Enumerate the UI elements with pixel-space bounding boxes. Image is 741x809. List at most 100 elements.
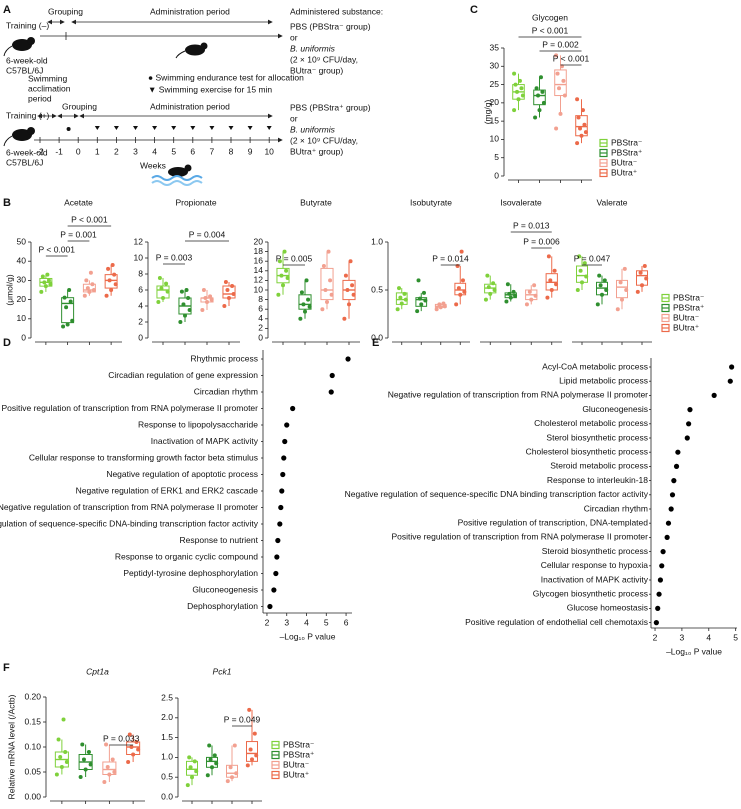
dot <box>668 506 674 512</box>
week-label: 3 <box>133 146 138 156</box>
week-label: 6 <box>190 146 195 156</box>
x-tick-label: 4 <box>304 617 309 627</box>
data-point <box>419 302 424 307</box>
data-point <box>45 272 50 277</box>
data-point <box>80 742 85 747</box>
data-point <box>582 122 587 127</box>
data-point <box>277 259 282 264</box>
data-point <box>402 291 407 296</box>
data-point <box>533 115 538 120</box>
y-tick-label: 35 <box>490 42 500 52</box>
data-point <box>250 757 254 762</box>
data-point <box>234 771 239 776</box>
data-point <box>105 765 110 769</box>
data-point <box>303 309 307 314</box>
data-point <box>512 108 517 113</box>
legend-label: BUtra⁺ <box>611 167 638 177</box>
category-label: Positive regulation of transcription, DN… <box>458 517 649 527</box>
data-point <box>347 302 351 307</box>
y-tick-label: 4 <box>258 313 263 323</box>
group-label: Training (+) <box>6 110 50 120</box>
dot <box>284 422 290 428</box>
y-tick-label: 0.10 <box>24 741 41 751</box>
dot <box>653 620 659 626</box>
strain: C57BL/6J <box>6 157 43 167</box>
data-point <box>161 296 165 300</box>
week-label: 2 <box>114 146 119 156</box>
data-point <box>524 302 529 307</box>
data-point <box>232 743 237 748</box>
data-point <box>282 249 287 254</box>
data-point <box>554 53 559 58</box>
category-label: Positive regulation of endothelial cell … <box>465 617 648 627</box>
y-tick-label: 10 <box>490 134 500 144</box>
exercise-marker <box>247 126 253 130</box>
y-tick-label: 2 <box>138 316 143 326</box>
substance: or <box>290 113 298 123</box>
data-point <box>61 717 66 722</box>
data-point <box>508 295 513 300</box>
y-tick-label: 0.15 <box>24 716 41 726</box>
legend-text: ● Swimming endurance test for allocation <box>148 72 304 82</box>
y-tick-label: 14 <box>254 265 264 275</box>
data-point <box>516 97 521 102</box>
y-tick-label: 6 <box>138 284 143 294</box>
data-point <box>595 302 600 307</box>
data-point <box>46 278 51 283</box>
dot <box>278 504 284 511</box>
data-point <box>579 133 584 138</box>
y-tick-label: 0 <box>138 332 143 342</box>
category-label: Negative regulation of transcription fro… <box>0 502 258 512</box>
data-point <box>511 289 516 294</box>
p-value: P < 0.001 <box>532 25 569 35</box>
data-point <box>48 282 53 287</box>
data-point <box>87 289 92 294</box>
category-label: Negative regulation of sequence-specific… <box>345 489 649 499</box>
legend-label: BUtra⁺ <box>673 322 700 332</box>
data-point <box>534 86 539 91</box>
data-point <box>536 93 541 98</box>
category-label: Negative regulation of sequence-specific… <box>0 518 259 528</box>
data-point <box>225 779 230 784</box>
y-tick-label: 0.0 <box>161 791 173 801</box>
exercise-marker <box>94 126 100 130</box>
dot <box>711 392 717 398</box>
category-label: Sterol biosynthetic process <box>546 432 648 442</box>
exercise-marker <box>209 126 215 130</box>
dot <box>280 471 286 478</box>
y-tick-label: 4 <box>138 300 143 310</box>
y-tick-label: 6 <box>258 303 263 313</box>
data-point <box>575 141 580 146</box>
y-tick-label: 2.5 <box>161 692 173 702</box>
category-label: Inactivation of MAPK activity <box>151 436 259 446</box>
panel-label: C <box>470 4 478 16</box>
data-point <box>307 304 312 309</box>
data-point <box>64 760 69 764</box>
data-point <box>624 288 629 292</box>
data-point <box>562 93 567 98</box>
data-point <box>541 100 546 105</box>
swimming-mouse <box>151 164 203 186</box>
y-tick-label: 30 <box>17 275 27 285</box>
data-point <box>583 130 588 135</box>
data-point <box>227 296 231 300</box>
data-point <box>84 278 89 283</box>
data-point <box>540 89 545 94</box>
y-tick-label: 20 <box>254 236 264 246</box>
y-tick-label: 2.0 <box>161 712 173 722</box>
x-axis-label: –Log₁₀ P value <box>666 646 722 656</box>
data-point <box>549 288 554 292</box>
data-point <box>561 78 566 83</box>
data-point <box>492 288 497 292</box>
y-tick-label: 10 <box>254 284 264 294</box>
data-point <box>181 302 186 307</box>
data-point <box>342 316 347 321</box>
data-point <box>537 108 542 113</box>
data-point <box>529 297 534 302</box>
panel-label: D <box>3 337 11 349</box>
week-label: 0 <box>76 146 81 156</box>
legend-label: BUtra⁻ <box>611 157 638 167</box>
data-point <box>513 293 518 298</box>
data-point <box>159 286 164 291</box>
